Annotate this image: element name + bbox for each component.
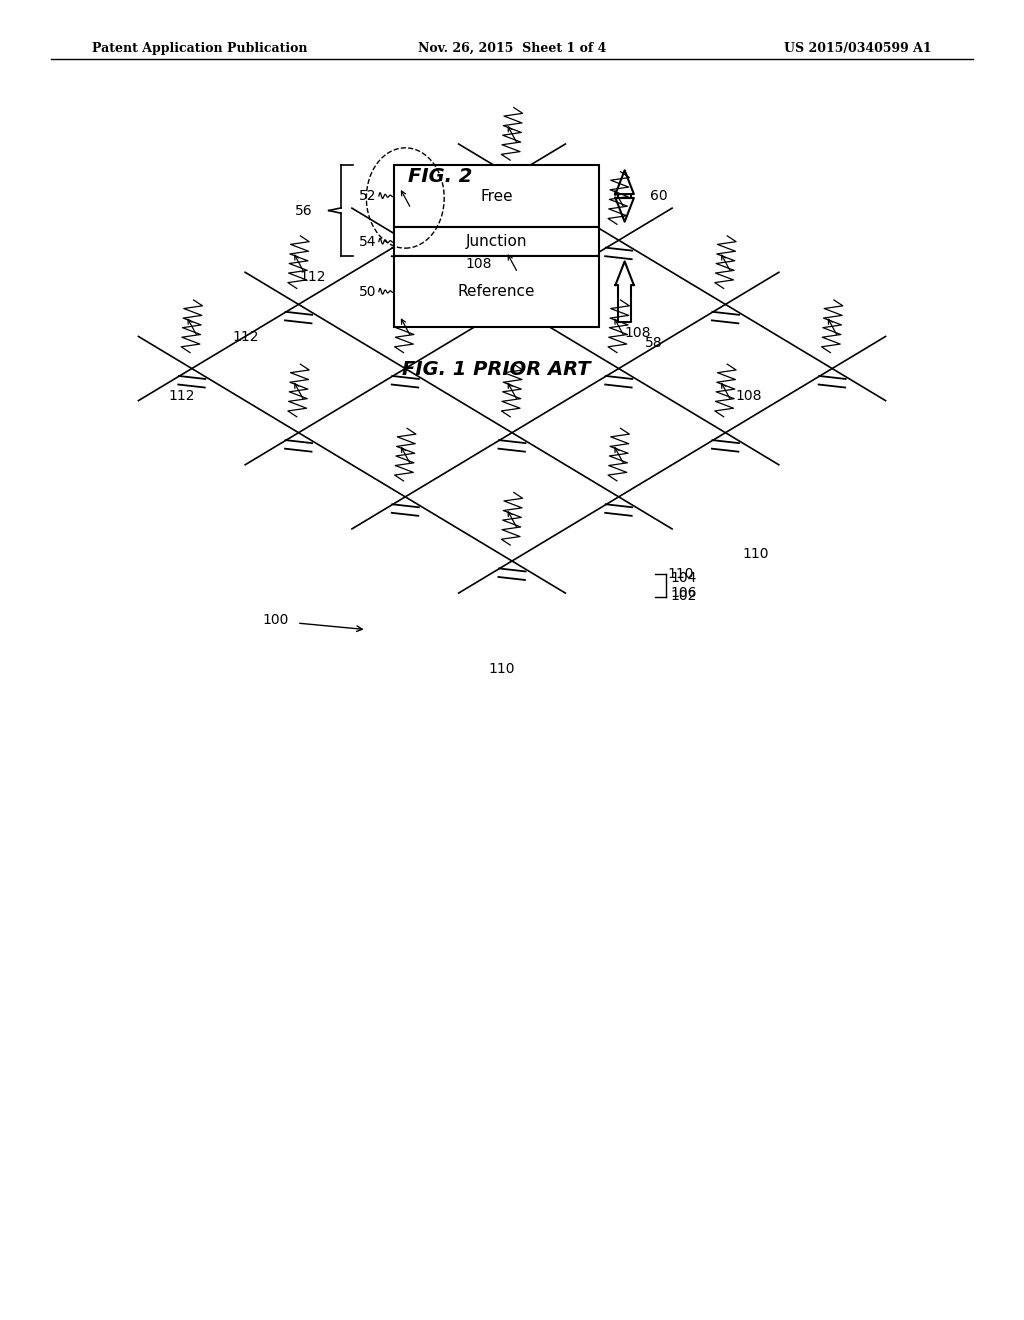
Text: 112: 112: [299, 271, 326, 284]
Text: 110: 110: [668, 568, 694, 581]
Bar: [394, 256, 599, 327]
Text: 100: 100: [262, 614, 289, 627]
Text: 108: 108: [735, 389, 762, 403]
Text: 112: 112: [232, 330, 259, 343]
Text: 102: 102: [671, 589, 697, 603]
Text: 112: 112: [168, 389, 195, 403]
Text: 108: 108: [466, 257, 493, 271]
Text: 52: 52: [359, 189, 377, 203]
Text: Patent Application Publication: Patent Application Publication: [92, 42, 307, 55]
Text: 58: 58: [645, 337, 663, 350]
Bar: [394, 165, 599, 227]
Text: Free: Free: [480, 189, 513, 203]
Text: FIG. 2: FIG. 2: [409, 168, 472, 186]
Text: FIG. 1 PRIOR ART: FIG. 1 PRIOR ART: [402, 360, 591, 379]
Text: 56: 56: [295, 203, 312, 218]
Text: 110: 110: [742, 548, 769, 561]
Text: 54: 54: [359, 235, 377, 248]
Text: 110: 110: [488, 663, 515, 676]
Text: Nov. 26, 2015  Sheet 1 of 4: Nov. 26, 2015 Sheet 1 of 4: [418, 42, 606, 55]
Text: 60: 60: [650, 189, 668, 203]
Bar: [394, 227, 599, 256]
Text: 106: 106: [671, 586, 697, 599]
Text: 50: 50: [359, 285, 377, 298]
Text: Junction: Junction: [466, 234, 527, 249]
Text: US 2015/0340599 A1: US 2015/0340599 A1: [784, 42, 932, 55]
Text: 104: 104: [671, 572, 697, 585]
Text: 108: 108: [625, 326, 651, 339]
Text: Reference: Reference: [458, 284, 536, 300]
